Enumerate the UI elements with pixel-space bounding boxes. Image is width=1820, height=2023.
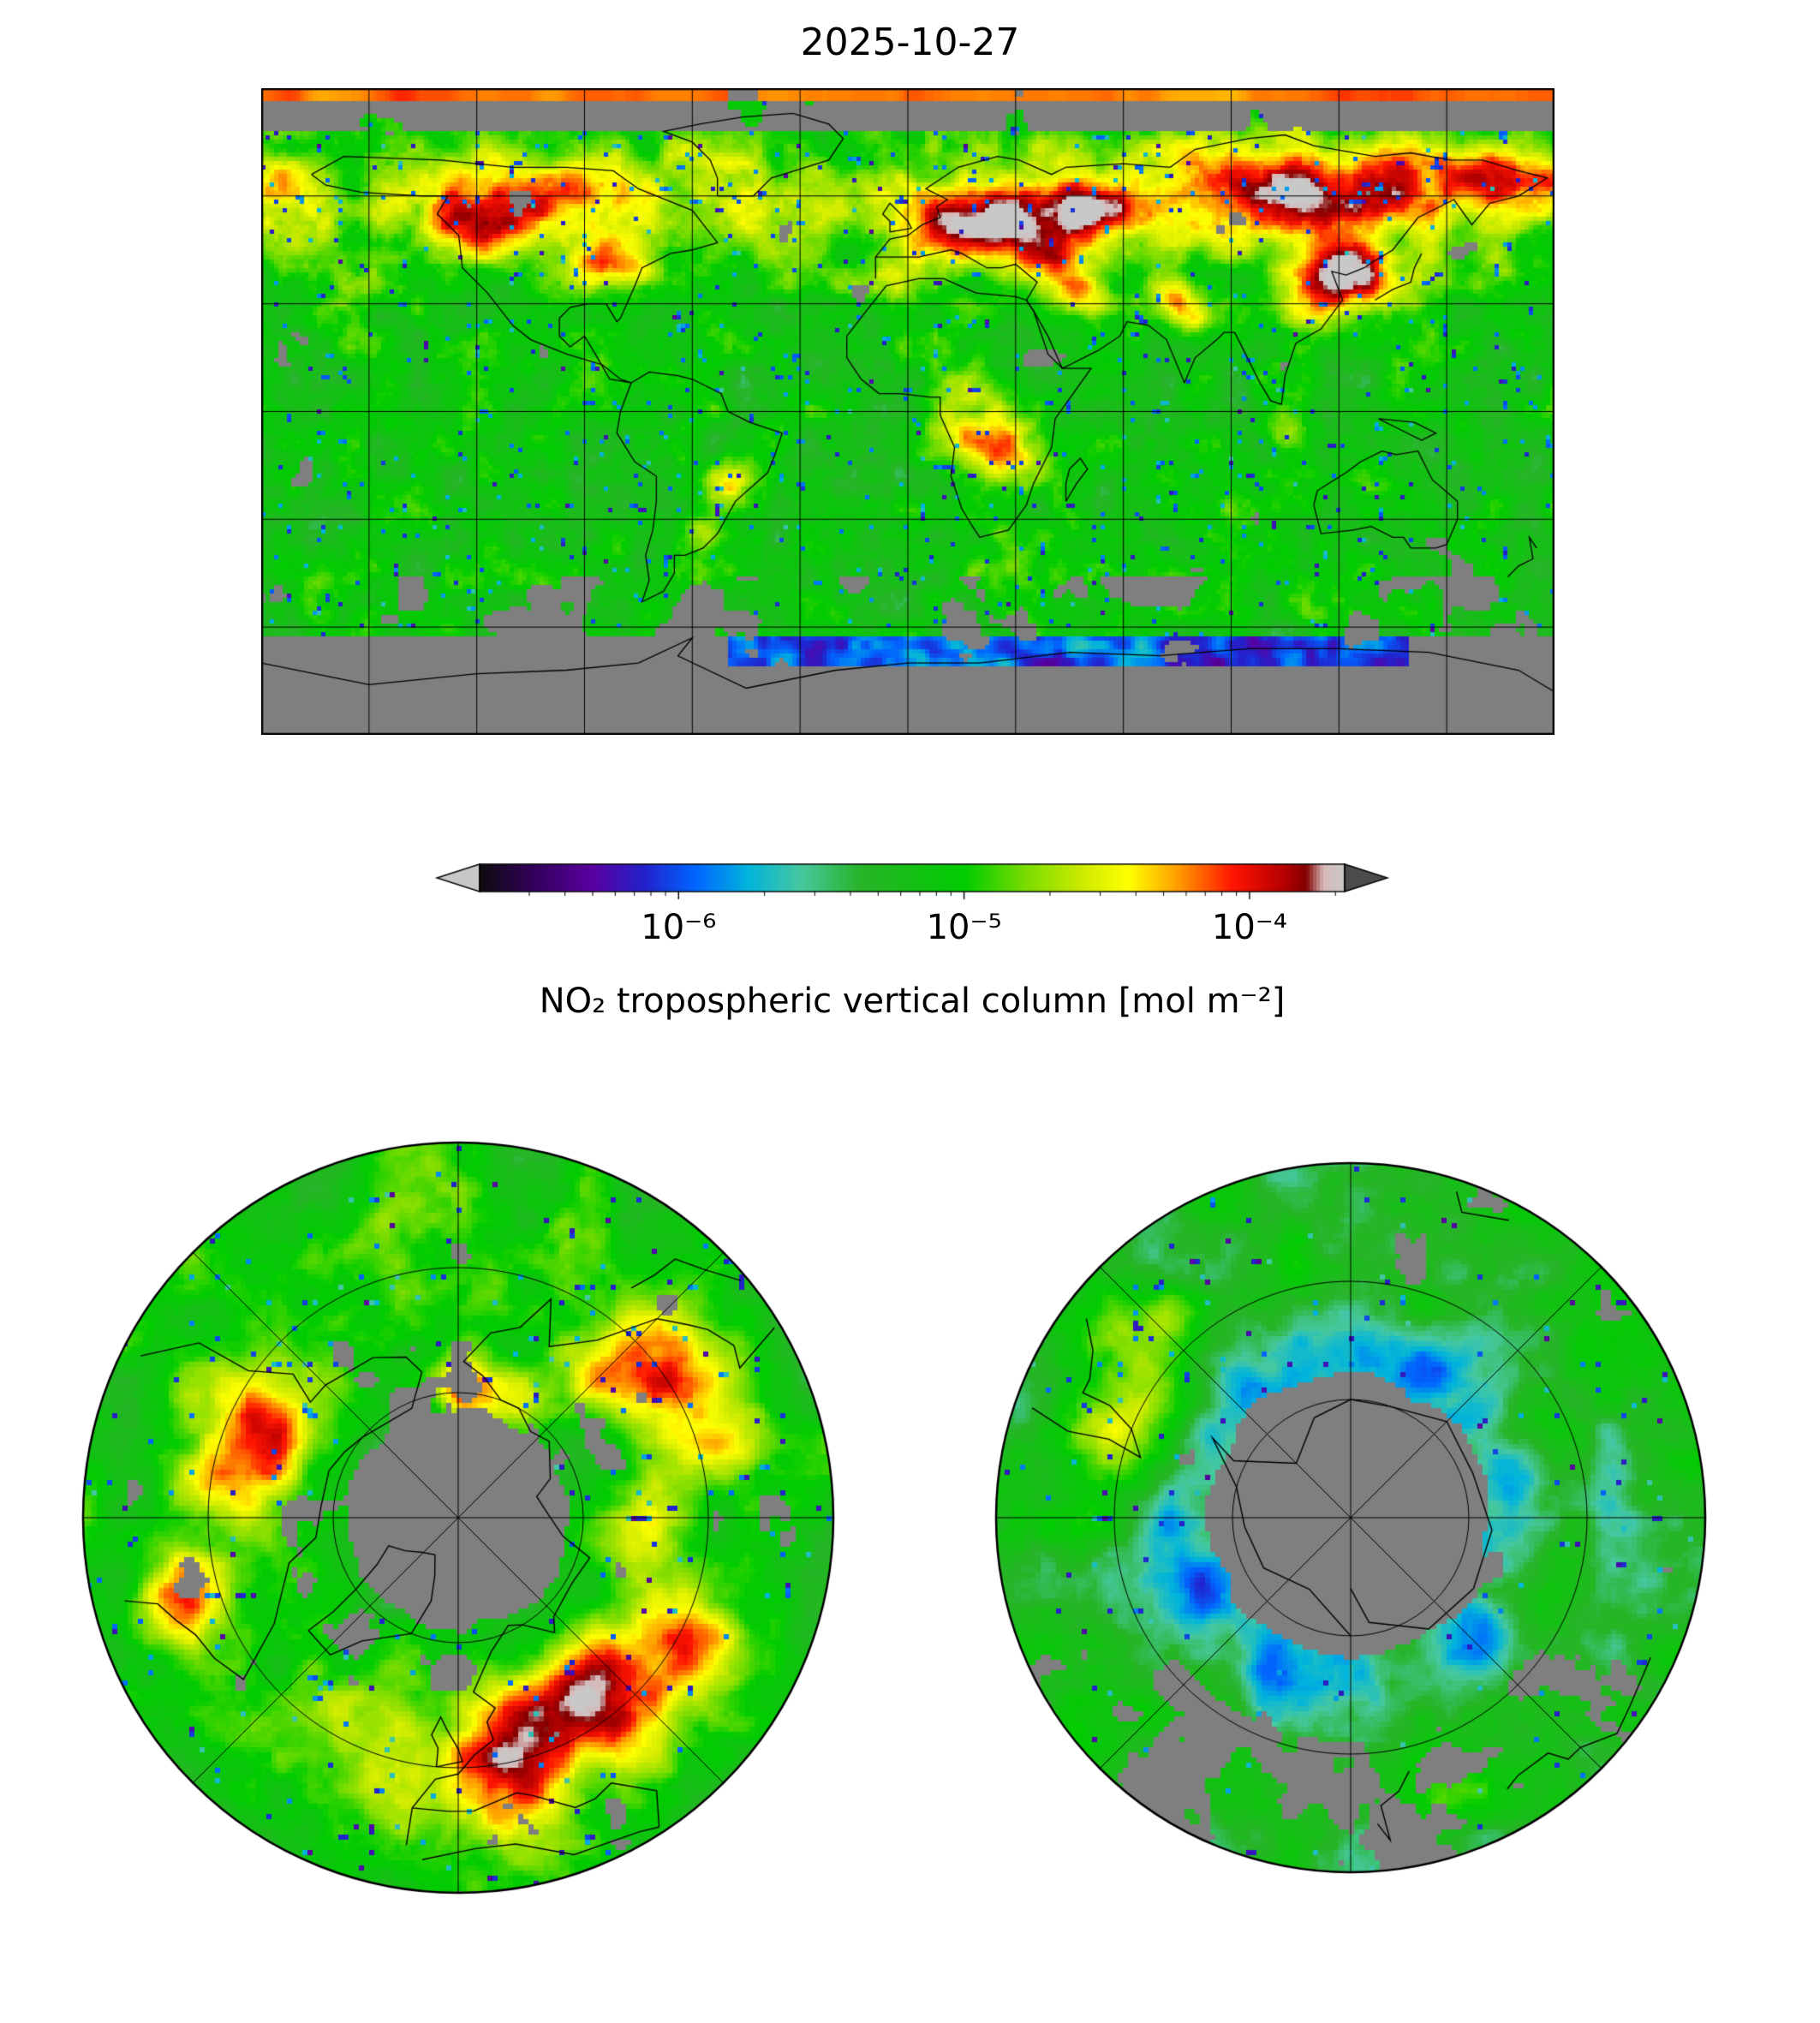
global-no2-map bbox=[261, 88, 1554, 735]
south-polar-map bbox=[994, 1161, 1707, 1874]
colorbar-gradient bbox=[433, 863, 1392, 903]
colorbar-tick-label: 10⁻⁴ bbox=[1211, 908, 1287, 947]
colorbar-tick-label: 10⁻⁶ bbox=[641, 908, 717, 947]
figure-title: 2025-10-27 bbox=[800, 21, 1020, 64]
colorbar-label: NO₂ tropospheric vertical column [mol m⁻… bbox=[539, 982, 1286, 1021]
colorbar-tick-label: 10⁻⁵ bbox=[926, 908, 1002, 947]
colorbar: 10⁻⁶ 10⁻⁵ 10⁻⁴ NO₂ tropospheric vertical c… bbox=[433, 863, 1392, 1035]
north-polar-map bbox=[81, 1141, 835, 1895]
